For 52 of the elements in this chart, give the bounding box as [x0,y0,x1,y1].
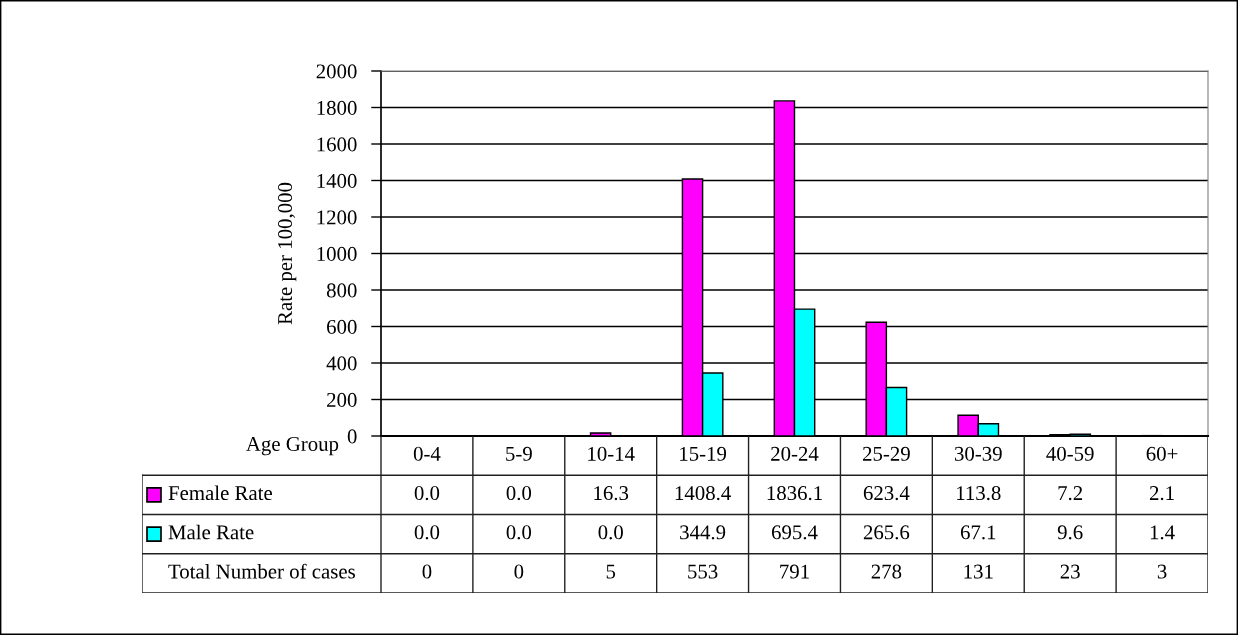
data-label: 1836.1 [767,486,822,501]
text: 5 [606,564,616,579]
y-tick-label: 600 [327,319,357,334]
y-tick-label: 200 [327,392,357,407]
data-label: 0.0 [598,525,623,540]
text: 553 [688,564,718,579]
text: 23 [1060,564,1080,579]
x-tick-label: 0-4 [413,446,441,461]
data-label: 16.3 [594,486,629,501]
data-label: 0.0 [414,486,440,501]
text: 791 [780,564,809,579]
x-tick-label: 30-39 [954,446,1002,461]
data-label: 623.4 [863,486,910,501]
x-tick-label: 25-29 [863,446,910,461]
data-label: 113.8 [957,486,1001,501]
x-tick-label: 10-14 [588,446,635,461]
y-axis-title: Rate per 100,000 [277,182,297,325]
legend-label: Female Rate [168,485,272,501]
y-tick-label: 1200 [317,210,357,225]
y-tick-label: 1600 [317,137,357,152]
data-label: 7.2 [1058,486,1083,501]
data-label: 1.4 [1150,525,1175,540]
y-tick-label: 2000 [316,64,357,79]
data-label: 9.6 [1057,525,1083,540]
x-tick-label: 15-19 [680,446,727,461]
data-label: 0.0 [414,525,440,540]
y-tick-label: 800 [326,283,357,298]
text: Total Number of cases [168,563,355,579]
x-tick-label: 20-24 [771,446,819,461]
y-tick-label: 0 [347,429,357,444]
data-label: 1408.4 [675,486,731,501]
text: 0 [422,564,432,579]
x-tick-label: 60+ [1146,446,1178,461]
data-label: 2.1 [1149,486,1174,501]
y-tick-label: 1800 [317,100,357,115]
x-tick-label: 40-59 [1046,446,1094,461]
data-label: 0.0 [506,486,532,501]
x-tick-label: 5-9 [506,446,532,461]
y-tick-label: 1000 [317,246,357,261]
data-label: 344.9 [680,525,726,540]
text: 0 [514,564,524,579]
legend-label: Male Rate [168,524,254,540]
text: 3 [1157,564,1167,579]
text: 278 [871,564,902,579]
data-label: 67.1 [960,525,996,540]
text: 131 [964,564,993,579]
x-axis-title: Age Group [246,436,339,456]
data-label: 695.4 [771,525,818,540]
y-tick-label: 1400 [317,173,357,188]
y-tick-label: 400 [326,356,357,371]
data-label: 0.0 [506,525,532,540]
data-label: 265.6 [863,525,910,540]
